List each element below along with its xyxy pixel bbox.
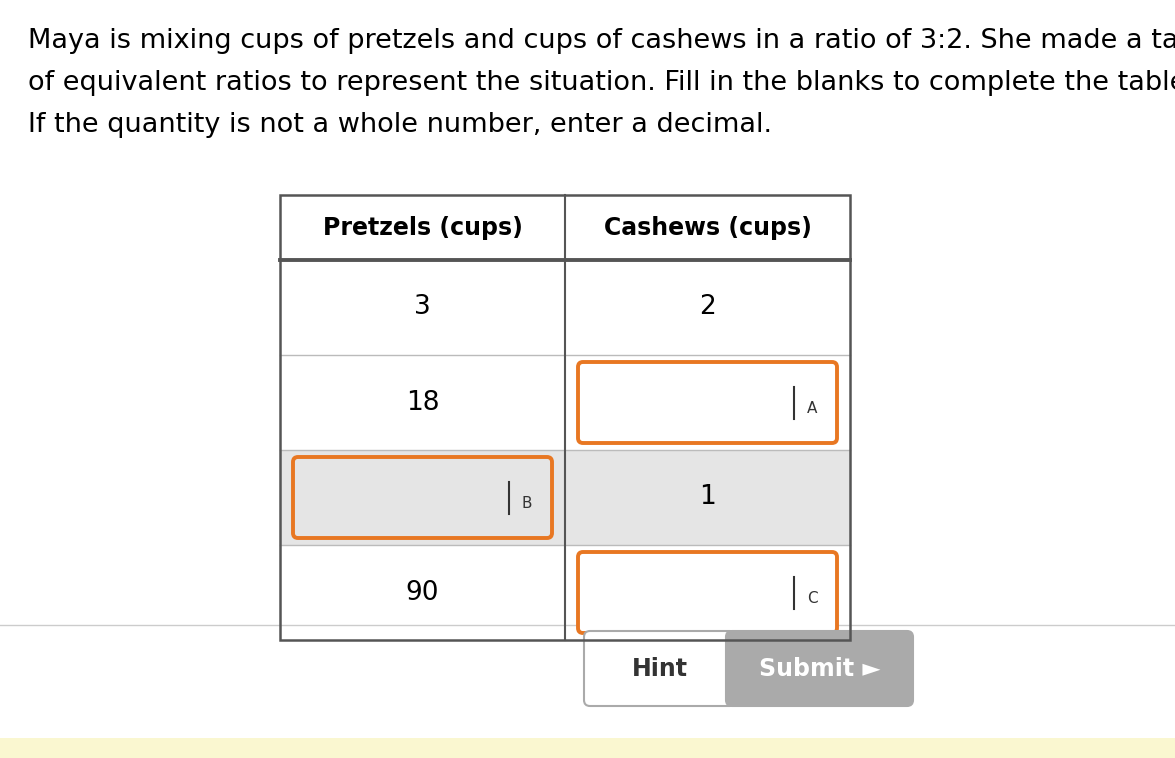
FancyBboxPatch shape — [726, 631, 913, 706]
Bar — [280, 450, 565, 545]
Bar — [280, 195, 850, 640]
FancyBboxPatch shape — [578, 552, 837, 633]
Text: 1: 1 — [699, 484, 716, 510]
Bar — [280, 545, 565, 640]
FancyBboxPatch shape — [584, 631, 736, 706]
Bar — [280, 355, 565, 450]
Text: Maya is mixing cups of pretzels and cups of cashews in a ratio of 3:2. She made : Maya is mixing cups of pretzels and cups… — [28, 28, 1175, 54]
Text: Hint: Hint — [632, 656, 689, 681]
Text: B: B — [522, 496, 532, 511]
Bar — [565, 450, 850, 545]
Bar — [565, 260, 850, 355]
Bar — [565, 355, 850, 450]
Bar — [280, 195, 850, 260]
Text: If the quantity is not a whole number, enter a decimal.: If the quantity is not a whole number, e… — [28, 112, 772, 138]
Text: 2: 2 — [699, 295, 716, 321]
Bar — [565, 545, 850, 640]
Text: 18: 18 — [405, 390, 439, 415]
Text: A: A — [807, 401, 817, 416]
Text: 3: 3 — [414, 295, 431, 321]
FancyBboxPatch shape — [293, 457, 552, 538]
Text: of equivalent ratios to represent the situation. Fill in the blanks to complete : of equivalent ratios to represent the si… — [28, 70, 1175, 96]
Bar — [0, 738, 1175, 758]
Text: C: C — [807, 591, 818, 606]
Bar — [280, 260, 565, 355]
Text: Submit ►: Submit ► — [759, 656, 880, 681]
Text: Pretzels (cups): Pretzels (cups) — [323, 215, 523, 240]
FancyBboxPatch shape — [578, 362, 837, 443]
Text: Cashews (cups): Cashews (cups) — [604, 215, 812, 240]
Text: 90: 90 — [405, 580, 439, 606]
